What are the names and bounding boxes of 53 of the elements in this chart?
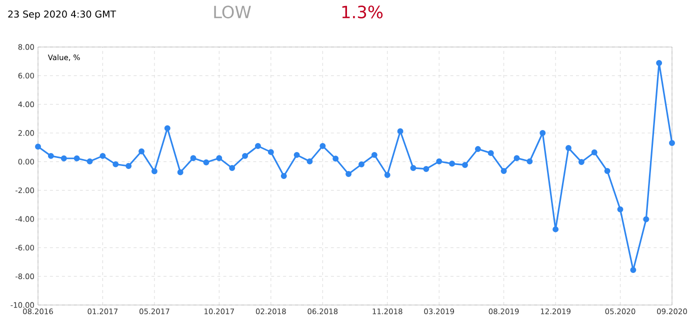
point xyxy=(48,152,54,159)
point xyxy=(306,158,313,164)
point xyxy=(60,155,67,162)
point xyxy=(591,149,598,156)
point xyxy=(371,152,378,158)
point xyxy=(604,168,610,174)
point xyxy=(656,60,662,66)
point xyxy=(526,158,533,164)
point xyxy=(138,148,145,154)
point xyxy=(436,158,442,164)
point xyxy=(514,155,520,162)
point xyxy=(397,128,404,134)
point xyxy=(384,172,390,178)
chart-title: 23 Sep 2020 4:30 GMT xyxy=(8,10,116,20)
point xyxy=(216,155,222,162)
point xyxy=(126,162,132,169)
point xyxy=(242,152,248,159)
point xyxy=(254,143,261,150)
text: LOW xyxy=(214,6,251,18)
point xyxy=(86,158,93,164)
point xyxy=(423,166,430,172)
point xyxy=(358,161,364,168)
point xyxy=(552,226,559,232)
point xyxy=(669,140,675,146)
point xyxy=(112,161,119,168)
point xyxy=(617,206,624,212)
point xyxy=(630,267,636,274)
point xyxy=(488,150,494,156)
point xyxy=(268,149,274,156)
point xyxy=(643,216,650,222)
point xyxy=(500,168,507,174)
text: 1.3% xyxy=(342,6,383,18)
point xyxy=(540,130,546,136)
point xyxy=(320,143,326,150)
point xyxy=(474,146,481,152)
point xyxy=(151,168,158,174)
point xyxy=(462,162,468,168)
point xyxy=(578,158,584,165)
point xyxy=(203,159,210,166)
point xyxy=(346,171,352,177)
point xyxy=(35,144,41,150)
point xyxy=(294,152,300,158)
point xyxy=(74,155,80,162)
point xyxy=(449,160,456,167)
point xyxy=(332,156,339,162)
point xyxy=(410,164,416,171)
point xyxy=(280,173,287,179)
point xyxy=(100,152,106,159)
point xyxy=(566,145,572,152)
point xyxy=(229,164,236,171)
point xyxy=(190,155,196,162)
point xyxy=(164,125,170,132)
point xyxy=(177,169,184,176)
